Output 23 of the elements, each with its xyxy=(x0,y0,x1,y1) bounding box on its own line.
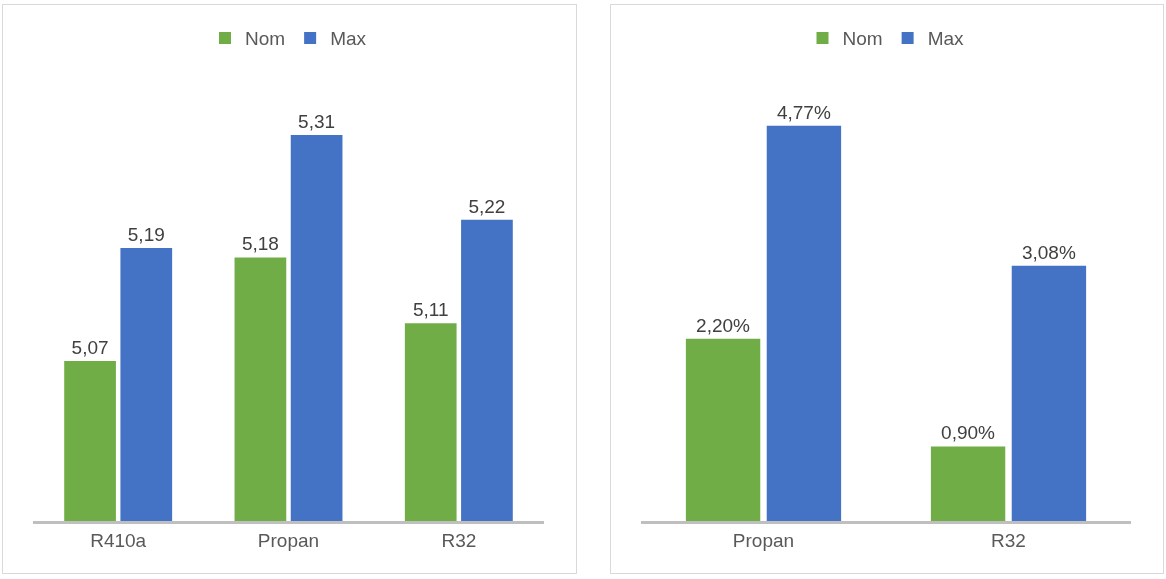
bar xyxy=(930,446,1006,521)
legend-label: Nom xyxy=(245,28,286,50)
legend-label: Max xyxy=(927,28,965,50)
legend-label: Max xyxy=(330,28,367,50)
data-label: 4,77% xyxy=(776,101,831,123)
bar xyxy=(766,125,842,521)
data-label: 5,19 xyxy=(127,223,165,245)
data-label: 5,11 xyxy=(412,299,449,321)
bar xyxy=(685,338,761,521)
x-tick-label: R410a xyxy=(90,529,147,551)
bar xyxy=(1011,265,1087,521)
data-label: 5,22 xyxy=(468,195,506,217)
data-label: 5,07 xyxy=(71,336,109,358)
data-label: 2,20% xyxy=(696,314,751,336)
data-label: 0,90% xyxy=(941,422,996,444)
data-label: 3,08% xyxy=(1021,241,1076,263)
data-label: 5,31 xyxy=(298,111,336,132)
legend-label: Nom xyxy=(842,28,883,50)
x-tick-label: Propan xyxy=(257,529,320,551)
x-tick-label: Propan xyxy=(732,529,795,551)
x-tick-label: R32 xyxy=(441,529,477,551)
x-tick-label: R32 xyxy=(991,529,1026,551)
data-label: 5,18 xyxy=(241,233,279,255)
